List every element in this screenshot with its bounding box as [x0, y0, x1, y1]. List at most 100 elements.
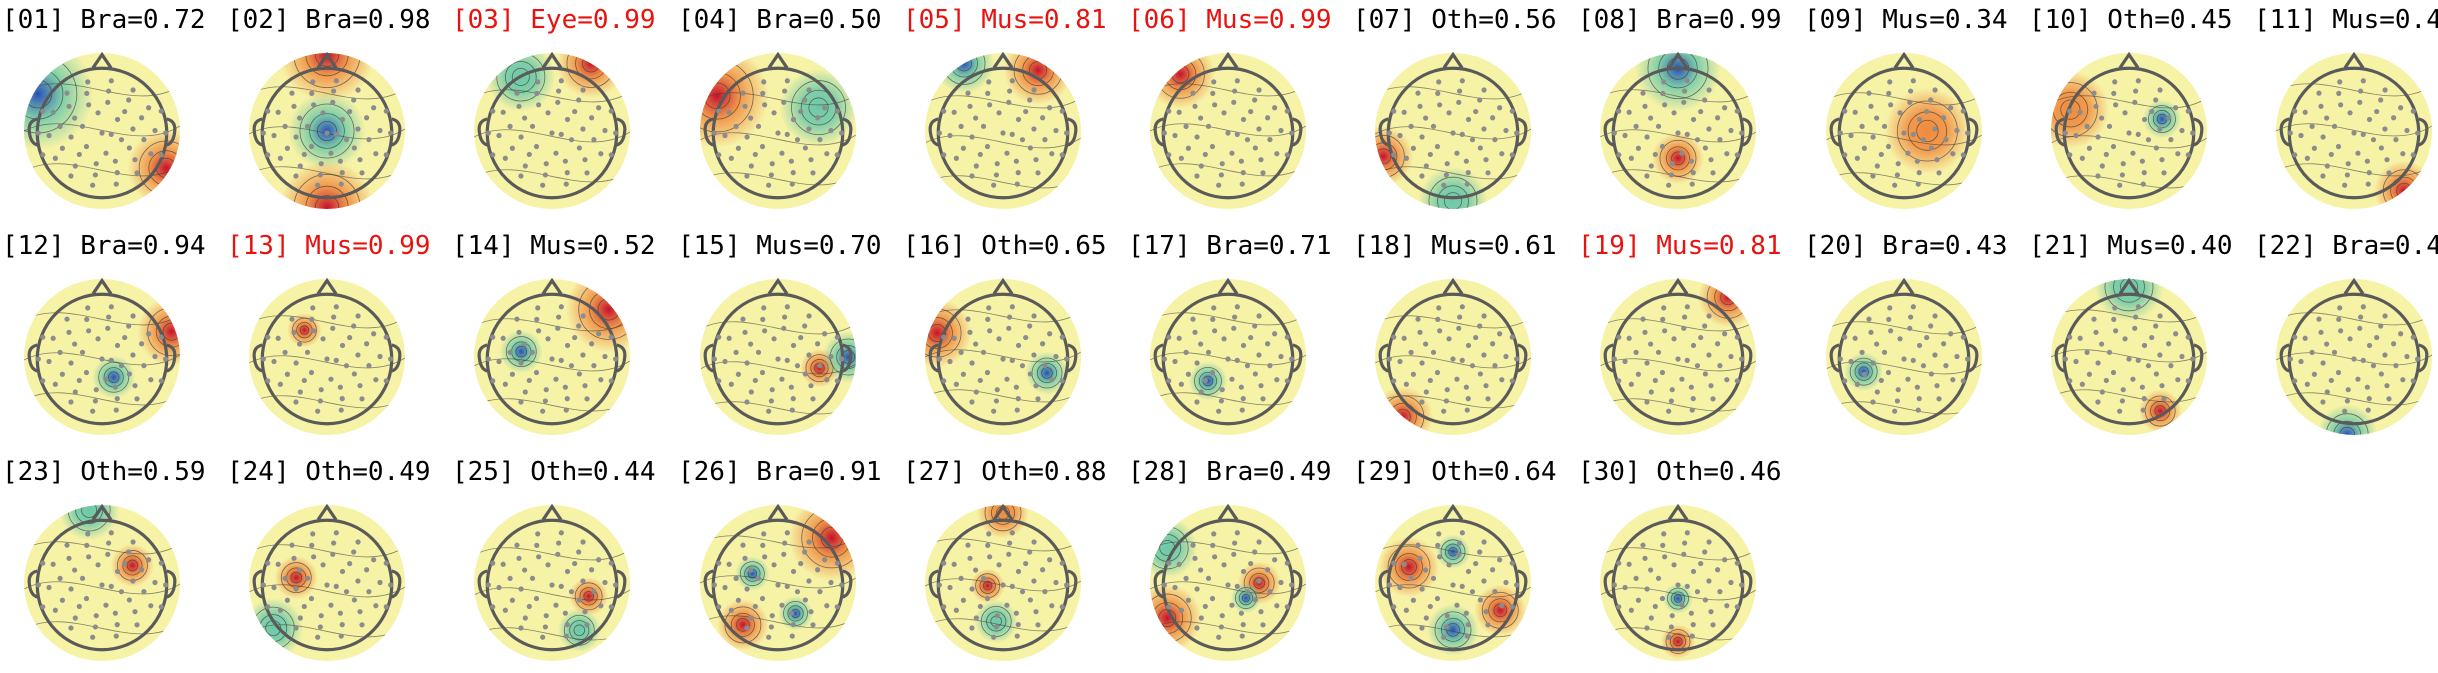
- component-label: Oth: [1431, 457, 1479, 487]
- component-label: Mus: [305, 231, 353, 261]
- component-cell: [12] Bra=0.94: [2, 231, 206, 446]
- component-label: Mus: [1206, 5, 1254, 35]
- sensor-dots: [936, 78, 1070, 188]
- component-label: Oth: [80, 457, 128, 487]
- component-id: 17: [1143, 231, 1175, 261]
- sensor-dots: [1386, 78, 1520, 188]
- component-id: 14: [467, 231, 499, 261]
- component-id: 13: [242, 231, 274, 261]
- sensor-dots: [485, 304, 619, 414]
- component-score: 0.40: [2394, 231, 2438, 261]
- component-id: 07: [1368, 5, 1400, 35]
- component-title: [15] Mus=0.70: [678, 231, 882, 261]
- component-id: 08: [1593, 5, 1625, 35]
- component-cell: [21] Mus=0.40: [2029, 231, 2233, 446]
- topomap: [1150, 277, 1306, 435]
- component-cell: [04] Bra=0.50: [678, 5, 882, 220]
- component-title: [27] Oth=0.88: [903, 457, 1107, 487]
- topomap: [1150, 503, 1306, 661]
- component-id: 15: [693, 231, 725, 261]
- sensor-dots: [2287, 304, 2421, 414]
- sensor-dots: [711, 530, 845, 640]
- component-label: Bra: [1882, 231, 1930, 261]
- component-id: 18: [1368, 231, 1400, 261]
- sensor-dots: [936, 304, 1070, 414]
- component-title: [06] Mus=0.99: [1128, 5, 1332, 35]
- component-cell: [09] Mus=0.34: [1804, 5, 2008, 220]
- component-cell: [19] Mus=0.81: [1578, 231, 1782, 446]
- component-score: 0.71: [1268, 231, 1332, 261]
- sensor-dots: [260, 304, 394, 414]
- sensor-dots: [2062, 304, 2196, 414]
- component-cell: [06] Mus=0.99: [1128, 5, 1332, 220]
- component-label: Oth: [2107, 5, 2155, 35]
- component-label: Oth: [1656, 457, 1704, 487]
- component-score: 0.99: [1718, 5, 1782, 35]
- component-score: 0.99: [592, 5, 656, 35]
- component-cell: [14] Mus=0.52: [452, 231, 656, 446]
- component-cell: [08] Bra=0.99: [1578, 5, 1782, 220]
- component-id: 05: [918, 5, 950, 35]
- component-title: [08] Bra=0.99: [1578, 5, 1782, 35]
- component-id: 12: [17, 231, 49, 261]
- component-score: 0.34: [1944, 5, 2008, 35]
- sensor-dots: [2287, 78, 2421, 188]
- sensor-dots: [1161, 304, 1295, 414]
- component-score: 0.99: [367, 231, 431, 261]
- component-score: 0.94: [142, 231, 206, 261]
- component-label: Oth: [1431, 5, 1479, 35]
- sensor-dots: [936, 530, 1070, 640]
- component-title: [17] Bra=0.71: [1128, 231, 1332, 261]
- topomap: [1375, 277, 1531, 435]
- component-id: 19: [1593, 231, 1625, 261]
- topomap: [249, 277, 405, 435]
- component-label: Mus: [2332, 5, 2380, 35]
- component-label: Mus: [1656, 231, 1704, 261]
- component-score: 0.46: [1718, 457, 1782, 487]
- component-title: [21] Mus=0.40: [2029, 231, 2233, 261]
- sensor-dots: [1386, 530, 1520, 640]
- component-id: 22: [2269, 231, 2301, 261]
- component-title: [12] Bra=0.94: [2, 231, 206, 261]
- component-id: 27: [918, 457, 950, 487]
- component-score: 0.47: [2394, 5, 2438, 35]
- component-id: 26: [693, 457, 725, 487]
- component-title: [14] Mus=0.52: [452, 231, 656, 261]
- component-id: 03: [467, 5, 499, 35]
- topomap: [700, 51, 856, 209]
- topomap: [1600, 503, 1756, 661]
- topomap: [2051, 51, 2207, 209]
- component-id: 01: [17, 5, 49, 35]
- component-score: 0.98: [367, 5, 431, 35]
- component-score: 0.88: [1043, 457, 1107, 487]
- component-cell: [17] Bra=0.71: [1128, 231, 1332, 446]
- component-cell: [28] Bra=0.49: [1128, 457, 1332, 672]
- component-id: 29: [1368, 457, 1400, 487]
- component-label: Bra: [1656, 5, 1704, 35]
- component-label: Mus: [1431, 231, 1479, 261]
- component-score: 0.72: [142, 5, 206, 35]
- component-id: 02: [242, 5, 274, 35]
- component-title: [16] Oth=0.65: [903, 231, 1107, 261]
- component-label: Bra: [1206, 457, 1254, 487]
- sensor-dots: [1611, 530, 1745, 640]
- sensor-dots: [485, 530, 619, 640]
- component-cell: [13] Mus=0.99: [227, 231, 431, 446]
- component-cell: [22] Bra=0.40: [2254, 231, 2438, 446]
- sensor-dots: [1837, 78, 1971, 188]
- component-title: [18] Mus=0.61: [1353, 231, 1557, 261]
- component-title: [03] Eye=0.99: [452, 5, 656, 35]
- component-score: 0.64: [1493, 457, 1557, 487]
- topomap: [474, 503, 630, 661]
- component-cell: [20] Bra=0.43: [1804, 231, 2008, 446]
- component-score: 0.59: [142, 457, 206, 487]
- topomap: [925, 503, 1081, 661]
- component-cell: [05] Mus=0.81: [903, 5, 1107, 220]
- component-title: [05] Mus=0.81: [903, 5, 1107, 35]
- component-title: [22] Bra=0.40: [2254, 231, 2438, 261]
- component-cell: [30] Oth=0.46: [1578, 457, 1782, 672]
- component-label: Bra: [756, 457, 804, 487]
- component-score: 0.52: [592, 231, 656, 261]
- component-score: 0.50: [818, 5, 882, 35]
- sensor-dots: [485, 78, 619, 188]
